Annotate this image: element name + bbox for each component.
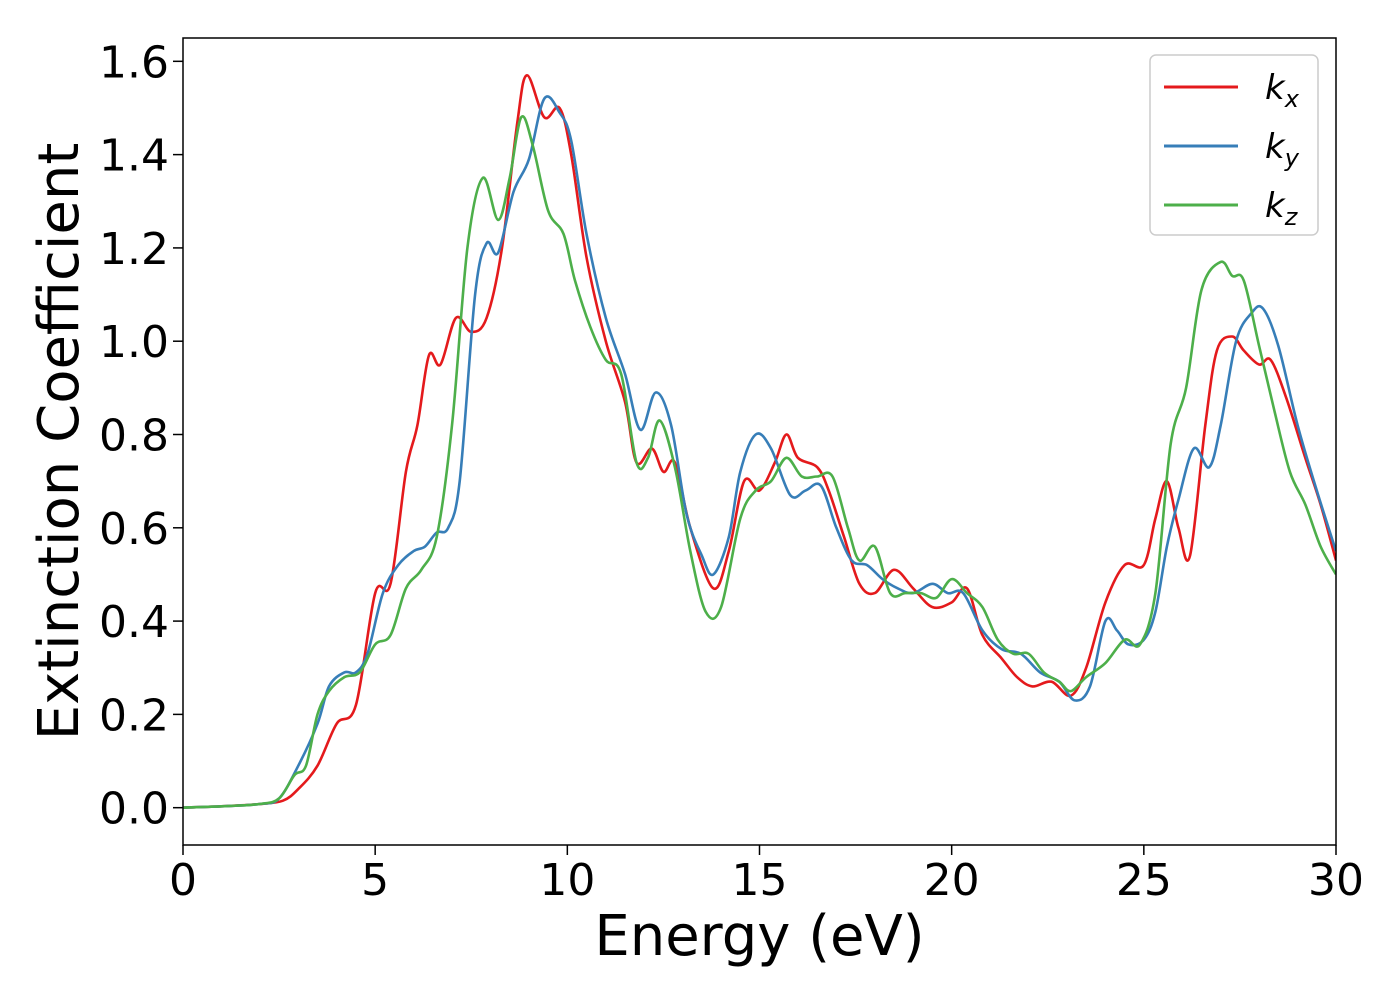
y-tick-label: 1.2	[99, 224, 169, 275]
y-tick-label: 1.4	[99, 131, 169, 182]
series-line-kx	[183, 73, 1336, 809]
x-tick-label: 10	[539, 855, 595, 906]
x-axis-label: Energy (eV)	[594, 904, 924, 969]
legend-label-kz: kz	[1265, 186, 1299, 231]
series-layer	[183, 73, 1336, 809]
series-line-ky	[183, 95, 1336, 809]
y-axis-ticks: 0.0 0.2 0.4 0.6 0.8 1.0 1.2 1.4 1.6	[99, 37, 183, 835]
y-tick-label: 0.0	[99, 784, 169, 835]
y-tick-label: 0.4	[99, 597, 169, 648]
y-axis-label: Extinction Coefficient	[27, 143, 92, 741]
x-tick-label: 15	[732, 855, 788, 906]
legend-label-ky: ky	[1265, 127, 1300, 172]
x-tick-label: 30	[1308, 855, 1364, 906]
y-tick-label: 0.6	[99, 504, 169, 555]
x-tick-label: 5	[361, 855, 389, 906]
y-tick-label: 1.0	[99, 317, 169, 368]
series-line-kz	[183, 115, 1336, 809]
y-tick-label: 0.8	[99, 411, 169, 462]
legend-items: kx ky kz	[1164, 68, 1300, 231]
x-tick-label: 20	[924, 855, 980, 906]
x-tick-label: 0	[169, 855, 197, 906]
x-axis-ticks: 0 5 10 15 20 25 30	[169, 845, 1364, 906]
x-tick-label: 25	[1116, 855, 1172, 906]
legend-label-kx: kx	[1265, 68, 1300, 113]
y-tick-label: 0.2	[99, 690, 169, 741]
y-tick-label: 1.6	[99, 37, 169, 88]
legend: kx ky kz	[1149, 54, 1319, 236]
